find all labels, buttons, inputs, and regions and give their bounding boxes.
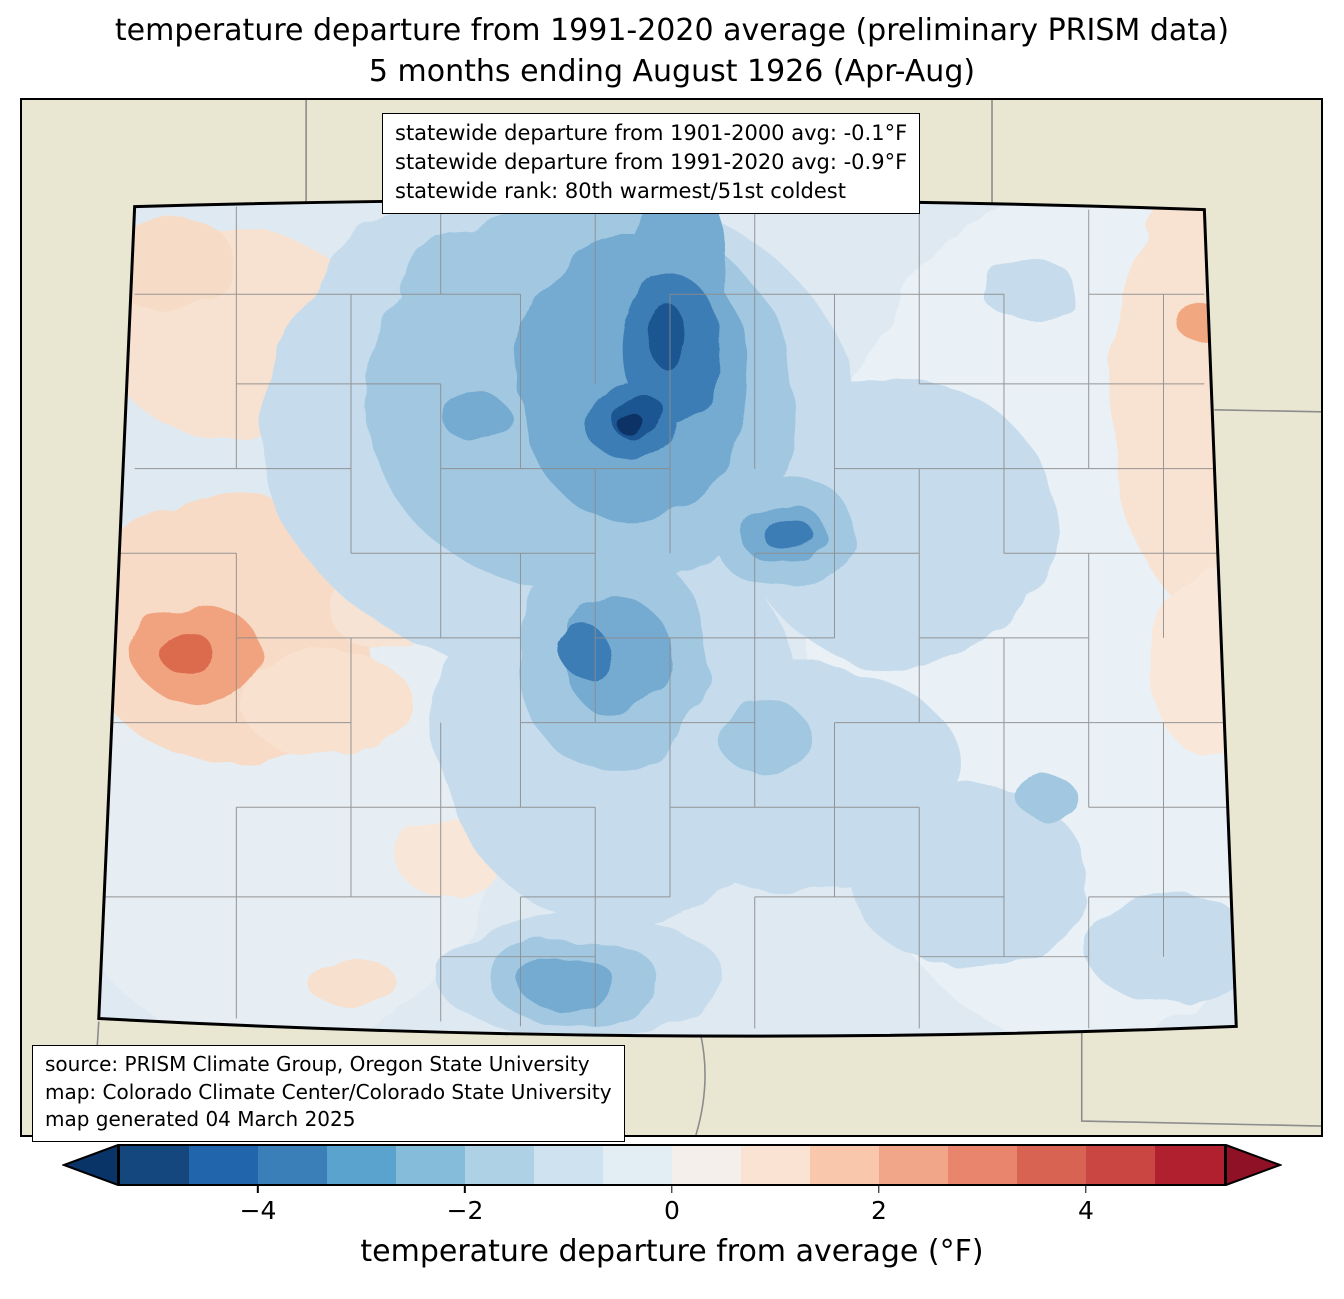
colorbar-segment [120,1146,189,1184]
colorbar-right-arrow-shape [1226,1144,1282,1186]
cool-core-darkest [617,413,646,436]
colorbar-segment [741,1146,810,1184]
stats-line-3: statewide rank: 80th warmest/51st coldes… [395,178,846,203]
map-svg [22,100,1321,1135]
stats-line-2: statewide departure from 1991-2020 avg: … [395,149,908,174]
warm-patch-nw-corner [106,216,237,313]
colorbar-right-arrow [1226,1144,1282,1186]
colorbar-segment [258,1146,327,1184]
county-lines [98,206,1237,1029]
colorbar-tick: 4 [1078,1184,1094,1225]
colorado-region [98,199,1237,1037]
colorbar: −4 −2 0 2 4 [62,1144,1282,1225]
source-line-3: map generated 04 March 2025 [45,1107,356,1132]
colorbar-tick: 2 [871,1184,887,1225]
stats-line-1: statewide departure from 1901-2000 avg: … [395,121,908,145]
warm-patch-east-edge-2 [1148,568,1237,758]
colorbar-tick: −2 [447,1184,484,1225]
map-title: temperature departure from 1991-2020 ave… [0,10,1344,92]
colorbar-left-arrow [62,1144,118,1186]
colorbar-segment [603,1146,672,1184]
colorbar-segment [465,1146,534,1184]
source-line-1: source: PRISM Climate Group, Oregon Stat… [45,1052,590,1076]
warm-patch-south-2 [306,957,396,1006]
source-box: source: PRISM Climate Group, Oregon Stat… [32,1045,625,1142]
colorbar-segment [327,1146,396,1184]
colorbar-segment [1017,1146,1086,1184]
colorbar-segment [1155,1146,1224,1184]
colorbar-segment [948,1146,1017,1184]
stats-box: statewide departure from 1901-2000 avg: … [382,113,921,214]
source-line-2: map: Colorado Climate Center/Colorado St… [45,1079,612,1104]
title-line-2: 5 months ending August 1926 (Apr-Aug) [368,54,976,89]
colorbar-tick: 0 [664,1184,680,1225]
map-frame: statewide departure from 1901-2000 avg: … [20,98,1323,1142]
colorbar-label: temperature departure from average (°F) [360,1234,984,1269]
warm-patch-east-edge [1113,199,1237,614]
colorbar-tick: −4 [240,1184,277,1225]
colorbar-segment [189,1146,258,1184]
colorbar-segments: −4 −2 0 2 4 [118,1144,1226,1225]
colorbar-segment [810,1146,879,1184]
colorbar-left-arrow-shape [62,1144,118,1186]
warm-core-west [156,628,211,671]
colorbar-segment [396,1146,465,1184]
colorbar-segment [879,1146,948,1184]
colorbar-segment [534,1146,603,1184]
title-line-1: temperature departure from 1991-2020 ave… [114,13,1230,48]
temperature-field [98,199,1237,1037]
colorbar-segment [672,1146,741,1184]
colorbar-segment [1086,1146,1155,1184]
warm-patch-west-2 [241,647,411,758]
